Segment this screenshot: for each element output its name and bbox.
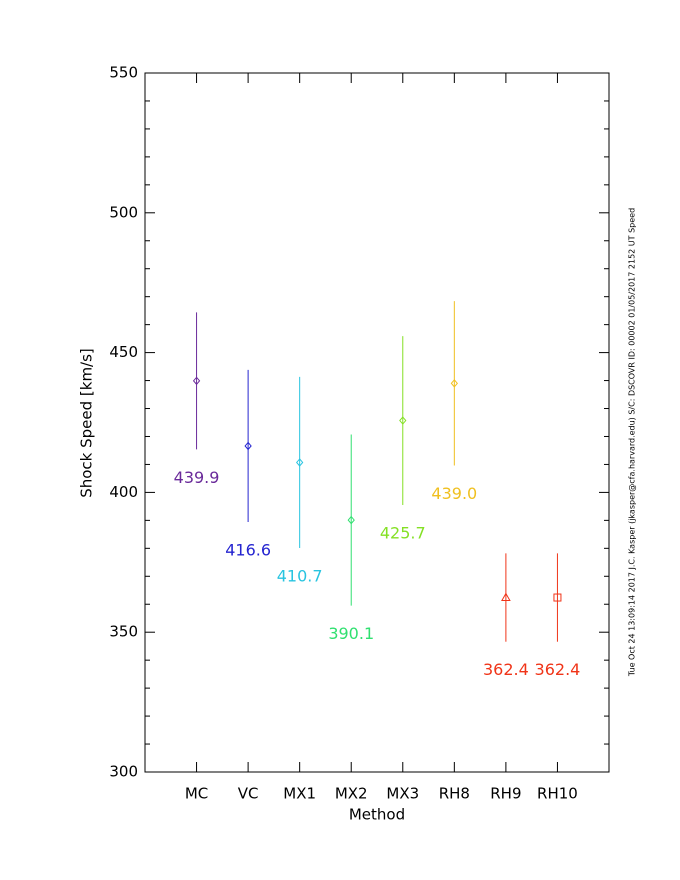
y-tick-label: 300 [109,763,138,781]
marker [296,458,304,467]
y-tick-label: 550 [109,64,138,82]
x-tick-label: MX3 [386,785,419,803]
x-tick-label: VC [238,785,259,803]
marker [553,593,562,602]
y-tick-label: 450 [109,343,138,361]
y-axis-label: Shock Speed [km/s] [78,348,96,498]
marker [501,592,511,602]
y-tick-label: 400 [109,483,138,501]
x-tick-label: RH8 [439,785,470,803]
marker [244,441,252,451]
plot-frame [144,72,610,773]
data-label: 439.0 [431,484,477,503]
x-tick-label: RH9 [490,785,521,803]
y-tick-label: 350 [109,623,138,641]
data-label: 410.7 [277,567,323,586]
data-label: 362.4 [535,660,581,679]
marker [399,416,407,425]
marker [450,379,458,388]
marker [347,515,355,525]
x-tick-label: MX1 [283,785,316,803]
x-tick-label: RH10 [537,785,578,803]
data-label: 416.6 [225,541,271,560]
marker [192,376,201,386]
data-label: 362.4 [483,660,529,679]
x-tick-label: MX2 [335,785,368,803]
x-axis-label: Method [349,806,405,824]
y-tick-label: 500 [109,203,138,221]
data-label: 425.7 [380,523,426,542]
data-label: 390.1 [328,624,374,643]
data-label: 439.9 [174,468,220,487]
annotation: Tue Oct 24 13:09:14 2017 J.C. Kasper (jk… [628,208,637,677]
x-tick-label: MC [185,785,208,803]
